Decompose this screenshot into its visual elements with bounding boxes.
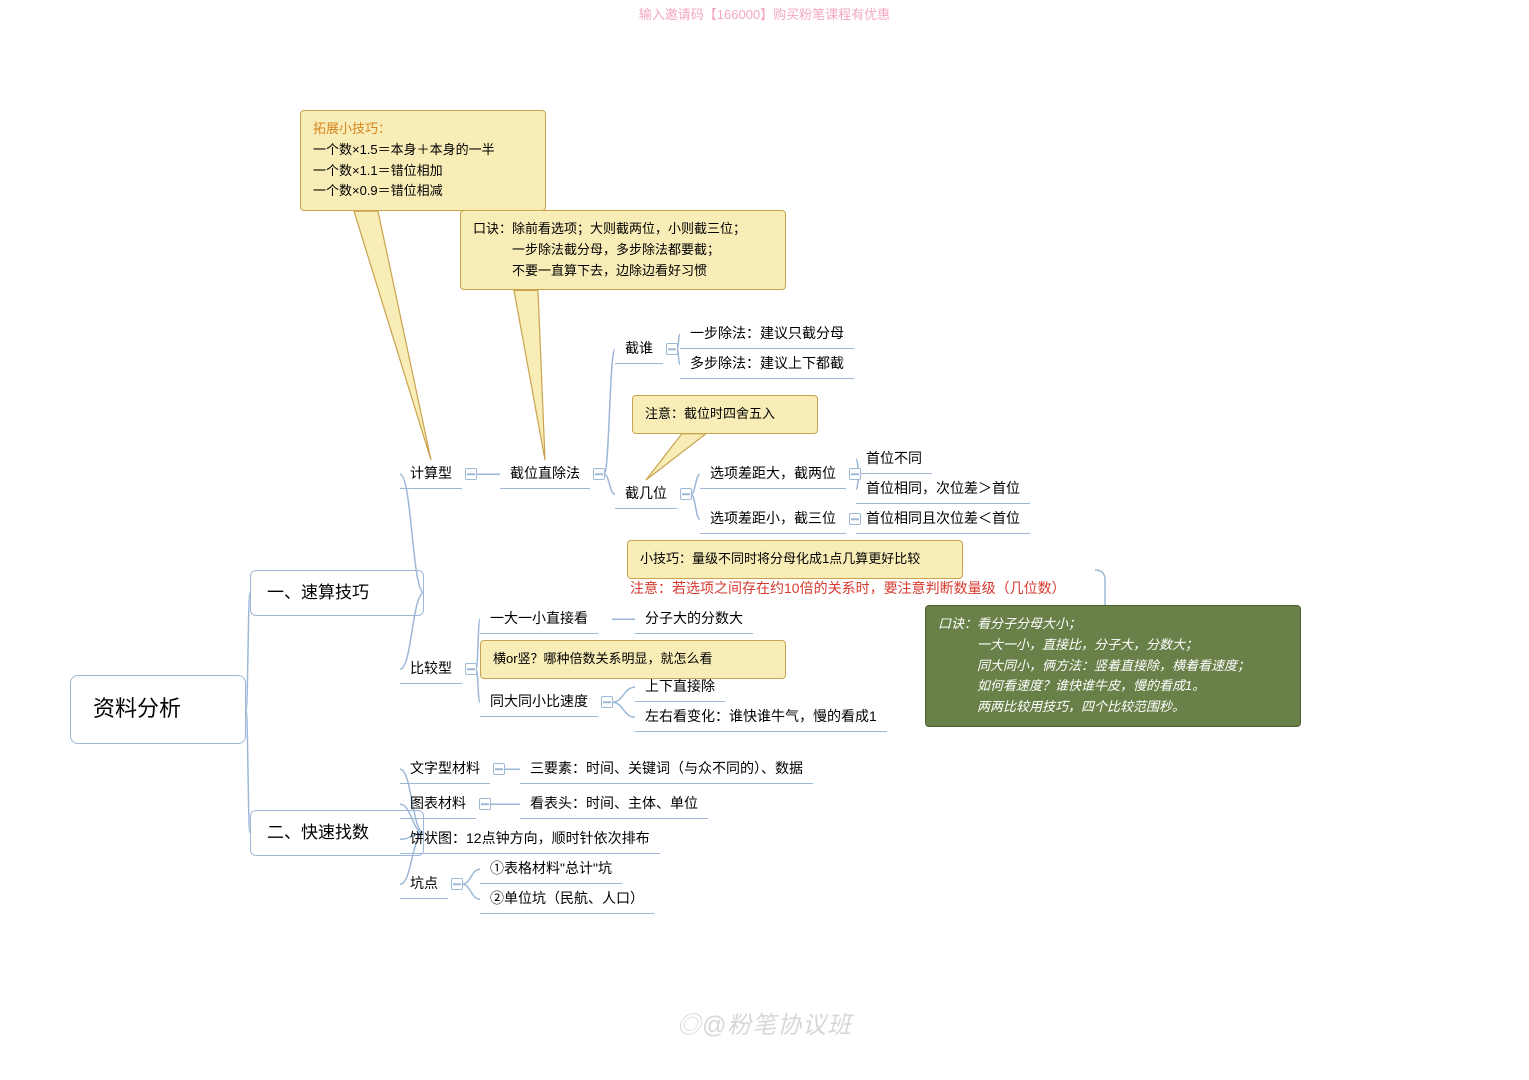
node-n_dbig1: 首位不同	[856, 445, 932, 474]
collapse-marker[interactable]	[465, 468, 477, 480]
collapse-marker[interactable]	[493, 763, 505, 775]
node-n_dsm: 选项差距小，截三位	[700, 505, 846, 534]
node-n_txt: 文字型材料	[400, 755, 490, 784]
node-l1a: 一、速算技巧	[250, 570, 424, 616]
node-n_txt1: 三要素：时间、关键词（与众不同的）、数据	[520, 755, 813, 784]
callout-c3: 注意：截位时四舍五入	[632, 395, 818, 434]
collapse-marker[interactable]	[849, 513, 861, 525]
mindmap-canvas: 输入邀请码【166000】购买粉笔课程有优惠 资料分析 一、速算技巧二、快速找数 计…	[0, 0, 1529, 1080]
node-n_calc: 计算型	[400, 460, 462, 489]
collapse-marker[interactable]	[451, 878, 463, 890]
node-n_cmp3b: 左右看变化：谁快谁牛气，慢的看成1	[635, 703, 887, 732]
node-root: 资料分析	[70, 675, 246, 744]
node-n_trap2: ②单位坑（民航、人口）	[480, 885, 654, 914]
node-n_who2: 多步除法：建议上下都截	[680, 350, 854, 379]
collapse-marker[interactable]	[593, 468, 605, 480]
node-n_who: 截谁	[615, 335, 663, 364]
callout-c2: 口诀：除前看选项；大则截两位，小则截三位； 一步除法截分母，多步除法都要截； 不…	[460, 210, 786, 290]
callout-c4: 小技巧：量级不同时将分母化成1点几算更好比较	[627, 540, 963, 579]
warning-note: 注意：若选项之间存在约10倍的关系时，要注意判断数量级（几位数）	[620, 575, 1076, 603]
callout-c1: 拓展小技巧：一个数×1.5＝本身＋本身的一半一个数×1.1＝错位相加一个数×0.…	[300, 110, 546, 211]
node-n_digits: 截几位	[615, 480, 677, 509]
collapse-marker[interactable]	[680, 488, 692, 500]
green-formula-callout: 口诀：看分子分母大小； 一大一小，直接比，分子大，分数大； 同大同小，俩方法：竖…	[925, 605, 1301, 727]
collapse-marker[interactable]	[849, 468, 861, 480]
node-n_who1: 一步除法：建议只截分母	[680, 320, 854, 349]
node-n_tbl: 图表材料	[400, 790, 476, 819]
watermark: ◎@粉笔协议班	[677, 1005, 852, 1040]
collapse-marker[interactable]	[479, 798, 491, 810]
node-n_cmp1b: 分子大的分数大	[635, 605, 753, 634]
node-n_cmp1: 一大一小直接看	[480, 605, 598, 634]
node-n_tbl1: 看表头：时间、主体、单位	[520, 790, 708, 819]
node-n_cut: 截位直除法	[500, 460, 590, 489]
collapse-marker[interactable]	[465, 663, 477, 675]
node-n_trap: 坑点	[400, 870, 448, 899]
node-n_dbig: 选项差距大，截两位	[700, 460, 846, 489]
callout-c5: 横or竖？哪种倍数关系明显，就怎么看	[480, 640, 786, 679]
node-n_dbig2: 首位相同，次位差＞首位	[856, 475, 1030, 504]
collapse-marker[interactable]	[666, 343, 678, 355]
node-l1b: 二、快速找数	[250, 810, 424, 856]
node-n_cmp: 比较型	[400, 655, 462, 684]
promo-text: 输入邀请码【166000】购买粉笔课程有优惠	[639, 4, 890, 23]
node-n_pie: 饼状图：12点钟方向，顺时针依次排布	[400, 825, 660, 854]
node-n_dsm1: 首位相同且次位差＜首位	[856, 505, 1030, 534]
node-n_cmp3: 同大同小比速度	[480, 688, 598, 717]
node-n_trap1: ①表格材料"总计"坑	[480, 855, 622, 884]
collapse-marker[interactable]	[601, 696, 613, 708]
